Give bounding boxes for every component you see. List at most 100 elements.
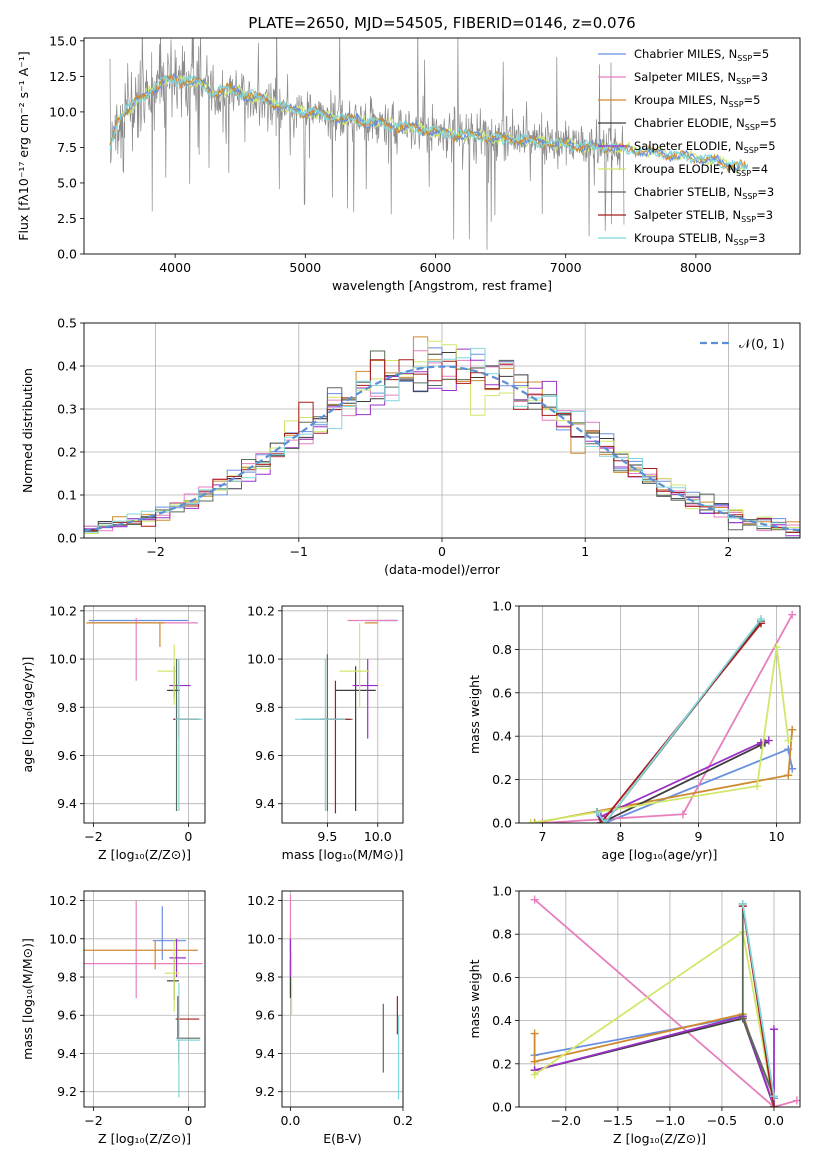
legend-subscript: SSP	[742, 192, 757, 201]
legend-subscript: SSP	[736, 77, 751, 86]
weight-marker-salpeter_miles	[530, 895, 539, 904]
axes-frame	[83, 605, 206, 824]
x-tick-label: −2.0	[551, 1113, 581, 1128]
x-tick-label: 4000	[159, 260, 191, 275]
figure-title: PLATE=2650, MJD=54505, FIBERID=0146, z=0…	[248, 14, 635, 32]
legend-entry: Kroupa MILES, NSSP=5	[634, 93, 760, 109]
y-tick-label: 10.0	[247, 931, 275, 946]
x-tick-label: −1	[290, 544, 308, 559]
x-tick-label: 8000	[680, 260, 712, 275]
legend-entry: Kroupa STELIB, NSSP=3	[634, 231, 765, 247]
y-tick-label: 9.6	[57, 748, 77, 763]
weight-line-chabrier_elodie	[534, 1017, 775, 1107]
y-tick-label: 0.4	[492, 729, 512, 744]
legend-subscript: SSP	[744, 146, 759, 155]
weight-line-chabrier_miles	[596, 747, 794, 823]
panel-age_vs_mass: 9.5 10.0 9.4 9.6 9.8 10.0 10.2 mass [log₁₀(M/M⊙…	[247, 603, 404, 862]
weight-marker-salpeter_elodie	[769, 1025, 778, 1034]
legend-entry: 𝒩(0, 1)	[739, 336, 785, 351]
weight-marker-kroupa_miles	[530, 1029, 539, 1038]
y-tick-label: 1.0	[492, 599, 512, 614]
weight-marker-salpeter_miles	[678, 810, 687, 819]
weight-line-kroupa_elodie	[530, 647, 790, 823]
plot-area	[289, 894, 400, 1100]
axes-frame	[518, 890, 801, 1108]
y-tick-label: 9.6	[255, 1008, 275, 1023]
legend-text: Kroupa MILES, N	[634, 93, 729, 107]
x-tick-label: 0	[184, 1113, 192, 1128]
y-tick-label: 0.8	[492, 642, 512, 657]
x-axis-label: (data-model)/error	[384, 562, 501, 577]
legend-subscript: SSP	[734, 238, 749, 247]
y-tick-label: 10.0	[49, 104, 77, 119]
weight-line-salpeter_elodie	[600, 739, 770, 818]
legend-text: Chabrier MILES, N	[634, 47, 737, 61]
y-tick-label: 0.0	[57, 247, 77, 262]
x-axis-label: wavelength [Angstrom, rest frame]	[332, 278, 552, 293]
weight-marker-kroupa_elodie	[526, 819, 535, 823]
weight-marker-kroupa_elodie	[784, 736, 793, 745]
panel-mass_vs_Z: −2 0 9.2 9.4 9.6 9.8 10.0 10.2 Z [log₁₀(Z/Z⊙)] ma…	[20, 890, 206, 1146]
panels: 4000 5000 6000 7000 80000.02.55.07.510.012.5…	[16, 33, 801, 1146]
weight-marker-salpeter_miles	[788, 610, 797, 619]
weight-marker-salpeter_stelib	[769, 1103, 778, 1107]
weight-marker-chabrier_stelib	[738, 1014, 747, 1023]
x-axis-label: Z [log₁₀(Z/Z⊙)]	[613, 1131, 706, 1146]
y-tick-label: 1.0	[492, 884, 512, 899]
weight-line-salpeter_miles	[542, 614, 793, 823]
y-tick-label: 9.8	[57, 970, 77, 985]
legend-entry: Salpeter ELODIE, NSSP=5	[634, 139, 776, 155]
y-tick-label: 0.2	[57, 445, 77, 460]
legend-text: Salpeter ELODIE, N	[634, 139, 744, 153]
y-tick-label: 9.4	[57, 1046, 77, 1061]
weight-line-chabrier_elodie	[596, 741, 766, 823]
legend: 𝒩(0, 1)	[700, 336, 785, 351]
legend-suffix: =3	[749, 231, 766, 245]
legend-text: Chabrier STELIB, N	[634, 185, 742, 199]
panel-weight_vs_Z: −2.0 −1.5 −1.0 −0.5 0.0 0.0 0.2 0.4 0.6 0.8 1.0 Z […	[467, 884, 801, 1146]
x-tick-label: −0.5	[707, 1113, 737, 1128]
axes-frame	[83, 890, 206, 1108]
y-axis-label: Normed distribution	[20, 368, 35, 493]
x-tick-label: 10.0	[364, 829, 392, 844]
legend-suffix: =4	[751, 162, 768, 176]
y-tick-label: 0.6	[492, 970, 512, 985]
weight-marker-kroupa_miles	[530, 1057, 539, 1066]
legend-text: Kroupa ELODIE, N	[634, 162, 736, 176]
y-axis-label: mass weight	[467, 959, 482, 1038]
y-tick-label: 10.2	[247, 603, 275, 618]
spectrum-model-line	[109, 72, 748, 171]
x-axis-label: E(B-V)	[323, 1131, 362, 1146]
y-tick-label: 10.0	[49, 652, 77, 667]
x-axis-label: Z [log₁₀(Z/Z⊙)]	[98, 1131, 191, 1146]
legend-entry: Chabrier ELODIE, NSSP=5	[634, 116, 777, 132]
y-tick-label: 0.0	[57, 531, 77, 546]
legend-entry: Chabrier STELIB, NSSP=3	[634, 185, 774, 201]
legend-subscript: SSP	[741, 215, 756, 224]
x-axis-label: age [log₁₀(age/yr)]	[602, 847, 718, 862]
y-tick-label: 0.0	[492, 1100, 512, 1115]
y-axis-label: Flux [fλ10⁻¹⁷ erg cm⁻² s⁻¹ A⁻¹]	[16, 51, 31, 240]
weight-line-salpeter_elodie	[534, 1015, 775, 1107]
y-tick-label: 0.6	[492, 685, 512, 700]
axes-frame	[83, 37, 801, 255]
axes-frame	[281, 890, 404, 1108]
histogram-step-salpeter_stelib	[84, 359, 800, 533]
legend-suffix: =3	[756, 208, 773, 222]
legend-entry: Chabrier MILES, NSSP=5	[634, 47, 769, 63]
x-tick-label: 0	[438, 544, 446, 559]
y-tick-label: 0.2	[492, 1056, 512, 1071]
weight-marker-kroupa_elodie	[530, 1070, 539, 1079]
plot-area	[84, 900, 203, 1098]
legend-subscript: SSP	[745, 123, 760, 132]
weight-line-salpeter_miles	[534, 898, 798, 1107]
x-tick-label: 2	[724, 544, 732, 559]
plot-area	[86, 618, 203, 811]
weight-line-kroupa_stelib	[596, 618, 762, 823]
legend-entry: Salpeter MILES, NSSP=3	[634, 70, 768, 86]
y-tick-label: 2.5	[57, 211, 77, 226]
y-axis-label: mass [log₁₀(M/M⊙)]	[20, 938, 35, 1060]
x-tick-label: 5000	[289, 260, 321, 275]
y-tick-label: 9.2	[57, 1084, 77, 1099]
y-tick-label: 0.4	[492, 1013, 512, 1028]
